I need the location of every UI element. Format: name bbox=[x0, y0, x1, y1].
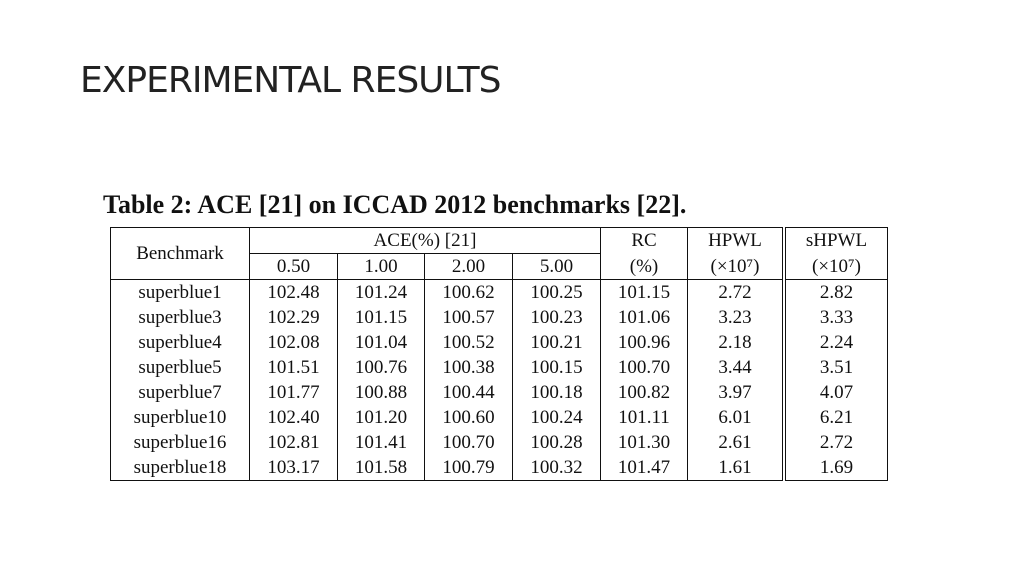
value-cell: 101.58 bbox=[337, 455, 425, 481]
value-cell: 100.18 bbox=[512, 380, 601, 405]
value-cell: 100.82 bbox=[600, 380, 688, 405]
value-cell: 100.57 bbox=[424, 305, 513, 330]
value-cell: 3.23 bbox=[687, 305, 785, 330]
benchmark-cell: superblue1 bbox=[110, 279, 250, 305]
value-cell: 101.15 bbox=[600, 279, 688, 305]
value-cell: 1.69 bbox=[782, 455, 888, 481]
data-row: superblue5 101.51 100.76 100.38 100.15 100.70… bbox=[110, 355, 888, 380]
value-cell: 3.97 bbox=[687, 380, 785, 405]
value-cell: 100.25 bbox=[512, 279, 601, 305]
header-cell: (×10⁷) bbox=[687, 253, 785, 280]
value-cell: 3.33 bbox=[782, 305, 888, 330]
value-cell: 103.17 bbox=[249, 455, 338, 481]
value-cell: 100.76 bbox=[337, 355, 425, 380]
results-table: Benchmark ACE(%) [21] RC HPWL sHPWL 0.50 1.00 2… bbox=[110, 227, 888, 481]
value-cell: 100.70 bbox=[424, 430, 513, 455]
value-cell: 100.23 bbox=[512, 305, 601, 330]
value-cell: 100.60 bbox=[424, 405, 513, 430]
header-cell: 1.00 bbox=[337, 253, 425, 280]
value-cell: 2.24 bbox=[782, 330, 888, 355]
header-cell: (×10⁷) bbox=[782, 253, 888, 280]
value-cell: 100.96 bbox=[600, 330, 688, 355]
data-row: superblue3 102.29 101.15 100.57 100.23 101.06… bbox=[110, 305, 888, 330]
data-row: superblue7 101.77 100.88 100.44 100.18 100.82… bbox=[110, 380, 888, 405]
value-cell: 2.18 bbox=[687, 330, 785, 355]
value-cell: 4.07 bbox=[782, 380, 888, 405]
benchmark-cell: superblue18 bbox=[110, 455, 250, 481]
value-cell: 100.62 bbox=[424, 279, 513, 305]
value-cell: 2.72 bbox=[687, 279, 785, 305]
value-cell: 6.21 bbox=[782, 405, 888, 430]
value-cell: 100.32 bbox=[512, 455, 601, 481]
value-cell: 100.38 bbox=[424, 355, 513, 380]
value-cell: 2.61 bbox=[687, 430, 785, 455]
value-cell: 2.82 bbox=[782, 279, 888, 305]
header-cell: RC bbox=[600, 227, 688, 254]
header-row: Benchmark ACE(%) [21] RC HPWL sHPWL bbox=[110, 227, 888, 280]
value-cell: 100.21 bbox=[512, 330, 601, 355]
data-row: superblue4 102.08 101.04 100.52 100.21 100.96… bbox=[110, 330, 888, 355]
benchmark-cell: superblue5 bbox=[110, 355, 250, 380]
header-cell: ACE(%) [21] bbox=[249, 227, 601, 254]
table-caption: Table 2: ACE [21] on ICCAD 2012 benchmar… bbox=[103, 190, 687, 219]
benchmark-cell: superblue16 bbox=[110, 430, 250, 455]
value-cell: 100.79 bbox=[424, 455, 513, 481]
value-cell: 100.44 bbox=[424, 380, 513, 405]
value-cell: 102.08 bbox=[249, 330, 338, 355]
header-cell: 0.50 bbox=[249, 253, 338, 280]
value-cell: 101.24 bbox=[337, 279, 425, 305]
header-cell: 5.00 bbox=[512, 253, 601, 280]
benchmark-cell: superblue7 bbox=[110, 380, 250, 405]
value-cell: 101.77 bbox=[249, 380, 338, 405]
value-cell: 100.24 bbox=[512, 405, 601, 430]
header-cell: (%) bbox=[600, 253, 688, 280]
value-cell: 3.44 bbox=[687, 355, 785, 380]
value-cell: 101.41 bbox=[337, 430, 425, 455]
header-cell: HPWL bbox=[687, 227, 785, 254]
benchmark-cell: superblue10 bbox=[110, 405, 250, 430]
value-cell: 101.11 bbox=[600, 405, 688, 430]
data-row: superblue18 103.17 101.58 100.79 100.32 101.4… bbox=[110, 455, 888, 481]
value-cell: 101.47 bbox=[600, 455, 688, 481]
value-cell: 102.81 bbox=[249, 430, 338, 455]
value-cell: 101.06 bbox=[600, 305, 688, 330]
value-cell: 102.29 bbox=[249, 305, 338, 330]
value-cell: 100.70 bbox=[600, 355, 688, 380]
value-cell: 101.20 bbox=[337, 405, 425, 430]
value-cell: 101.04 bbox=[337, 330, 425, 355]
slide-title: EXPERIMENTAL RESULTS bbox=[80, 60, 501, 101]
data-row: superblue16 102.81 101.41 100.70 100.28 101.3… bbox=[110, 430, 888, 455]
value-cell: 100.15 bbox=[512, 355, 601, 380]
header-cell: Benchmark bbox=[110, 227, 250, 280]
value-cell: 101.51 bbox=[249, 355, 338, 380]
data-row: superblue1 102.48 101.24 100.62 100.25 101.15… bbox=[110, 279, 888, 305]
header-row: 0.50 1.00 2.00 5.00 (%) (×10⁷) (×10⁷) bbox=[111, 253, 888, 280]
header-cell: 2.00 bbox=[424, 253, 513, 280]
value-cell: 6.01 bbox=[687, 405, 785, 430]
header-cell: sHPWL bbox=[782, 227, 888, 254]
value-cell: 3.51 bbox=[782, 355, 888, 380]
value-cell: 100.88 bbox=[337, 380, 425, 405]
value-cell: 102.40 bbox=[249, 405, 338, 430]
data-row: superblue10 102.40 101.20 100.60 100.24 101.1… bbox=[110, 405, 888, 430]
value-cell: 102.48 bbox=[249, 279, 338, 305]
value-cell: 2.72 bbox=[782, 430, 888, 455]
benchmark-cell: superblue4 bbox=[110, 330, 250, 355]
value-cell: 101.15 bbox=[337, 305, 425, 330]
value-cell: 100.28 bbox=[512, 430, 601, 455]
value-cell: 1.61 bbox=[687, 455, 785, 481]
benchmark-cell: superblue3 bbox=[110, 305, 250, 330]
value-cell: 100.52 bbox=[424, 330, 513, 355]
value-cell: 101.30 bbox=[600, 430, 688, 455]
